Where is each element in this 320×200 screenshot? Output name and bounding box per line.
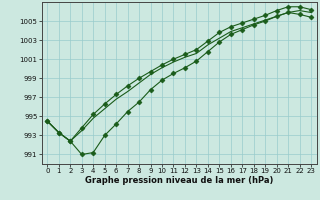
X-axis label: Graphe pression niveau de la mer (hPa): Graphe pression niveau de la mer (hPa) <box>85 176 273 185</box>
